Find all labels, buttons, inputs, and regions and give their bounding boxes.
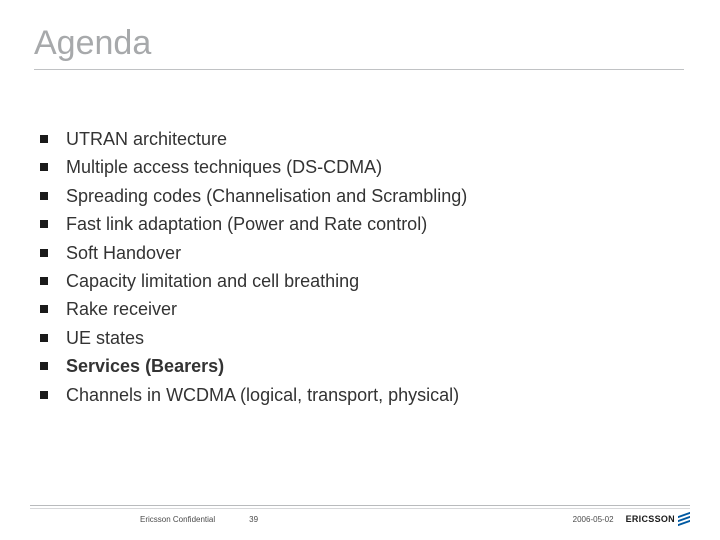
- list-item-text: UE states: [66, 327, 144, 350]
- slide-title: Agenda: [34, 24, 686, 63]
- square-bullet-icon: [40, 334, 48, 342]
- list-item-text: Capacity limitation and cell breathing: [66, 270, 359, 293]
- square-bullet-icon: [40, 277, 48, 285]
- list-item: Multiple access techniques (DS-CDMA): [40, 156, 686, 179]
- slide-footer: Ericsson Confidential 39 2006-05-02 ERIC…: [0, 505, 720, 524]
- footer-confidential: Ericsson Confidential: [140, 515, 215, 524]
- footer-date: 2006-05-02: [573, 515, 614, 524]
- list-item: Capacity limitation and cell breathing: [40, 270, 686, 293]
- footer-line-bottom: [30, 508, 690, 509]
- list-item-text: Services (Bearers): [66, 355, 224, 378]
- list-item: Soft Handover: [40, 242, 686, 265]
- ericsson-logo-text: ERICSSON: [626, 514, 675, 524]
- square-bullet-icon: [40, 249, 48, 257]
- footer-left: Ericsson Confidential 39: [30, 515, 258, 524]
- slide: Agenda UTRAN architecture Multiple acces…: [0, 0, 720, 540]
- title-underline: [34, 69, 684, 70]
- square-bullet-icon: [40, 192, 48, 200]
- list-item: Services (Bearers): [40, 355, 686, 378]
- list-item: Fast link adaptation (Power and Rate con…: [40, 213, 686, 236]
- list-item-text: Soft Handover: [66, 242, 181, 265]
- footer-divider: [30, 505, 690, 508]
- list-item: UE states: [40, 327, 686, 350]
- footer-right: 2006-05-02 ERICSSON: [573, 514, 690, 524]
- list-item: UTRAN architecture: [40, 128, 686, 151]
- ericsson-logo: ERICSSON: [626, 514, 690, 524]
- list-item-text: Rake receiver: [66, 298, 177, 321]
- footer-line-top: [30, 505, 690, 506]
- square-bullet-icon: [40, 220, 48, 228]
- list-item: Spreading codes (Channelisation and Scra…: [40, 185, 686, 208]
- list-item-text: Fast link adaptation (Power and Rate con…: [66, 213, 427, 236]
- list-item-text: Multiple access techniques (DS-CDMA): [66, 156, 382, 179]
- agenda-list: UTRAN architecture Multiple access techn…: [34, 128, 686, 407]
- ericsson-stripes-icon: [678, 514, 690, 524]
- list-item: Channels in WCDMA (logical, transport, p…: [40, 384, 686, 407]
- square-bullet-icon: [40, 391, 48, 399]
- footer-page-number: 39: [249, 515, 258, 524]
- list-item-text: Channels in WCDMA (logical, transport, p…: [66, 384, 459, 407]
- square-bullet-icon: [40, 135, 48, 143]
- footer-row: Ericsson Confidential 39 2006-05-02 ERIC…: [30, 514, 690, 524]
- square-bullet-icon: [40, 305, 48, 313]
- square-bullet-icon: [40, 362, 48, 370]
- list-item-text: UTRAN architecture: [66, 128, 227, 151]
- list-item-text: Spreading codes (Channelisation and Scra…: [66, 185, 467, 208]
- square-bullet-icon: [40, 163, 48, 171]
- list-item: Rake receiver: [40, 298, 686, 321]
